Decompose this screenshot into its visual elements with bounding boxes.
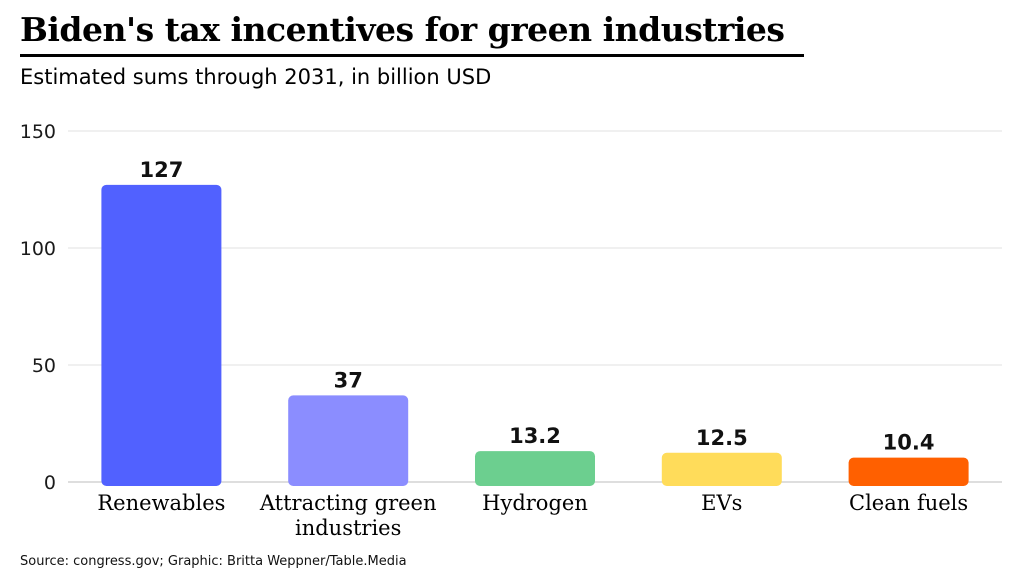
bar-evs [661, 452, 782, 486]
bar-renewables [101, 184, 222, 486]
y-tick-label: 0 [44, 472, 56, 494]
y-axis-ticks: 0 50 100 150 [20, 121, 56, 494]
data-label: 10.4 [883, 431, 935, 455]
data-label: 37 [334, 368, 363, 392]
bar-hydrogen [475, 451, 595, 486]
x-tick-label: Renewables [97, 491, 225, 515]
data-label: 127 [139, 158, 183, 182]
chart-title: Biden's tax incentives for green industr… [20, 10, 785, 49]
source-note: Source: congress.gov; Graphic: Britta We… [20, 554, 407, 569]
data-labels: 127 37 13.2 12.5 10.4 [139, 158, 934, 455]
y-tick-label: 150 [20, 121, 56, 143]
x-tick-label: Attracting green industries [259, 491, 437, 540]
chart-subtitle: Estimated sums through 2031, in billion … [20, 65, 492, 89]
data-label: 13.2 [509, 424, 561, 448]
y-tick-label: 100 [20, 238, 56, 260]
data-label: 12.5 [696, 426, 748, 450]
title-underline [20, 54, 804, 57]
y-tick-label: 50 [32, 355, 56, 377]
bars [101, 184, 969, 486]
bar-clean-fuels [848, 457, 969, 486]
x-axis-labels: Renewables Attracting green industries Hydr… [97, 491, 968, 540]
x-tick-label: Clean fuels [849, 491, 968, 515]
x-tick-label: Hydrogen [482, 491, 588, 515]
bar-attracting-green-industries [288, 395, 409, 486]
x-tick-label: EVs [701, 491, 742, 515]
